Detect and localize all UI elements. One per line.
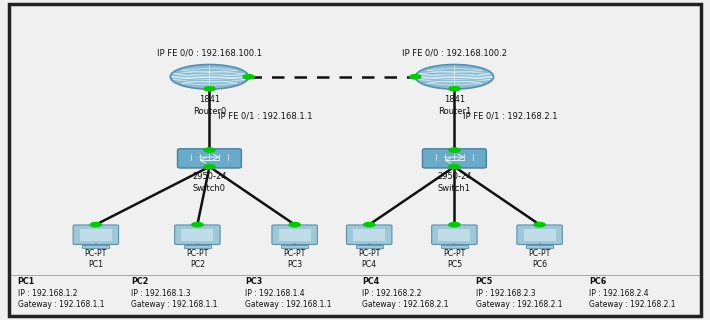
FancyBboxPatch shape xyxy=(175,225,220,244)
Circle shape xyxy=(363,222,376,228)
FancyBboxPatch shape xyxy=(353,229,386,241)
Text: IP : 192.168.1.4: IP : 192.168.1.4 xyxy=(245,289,305,298)
FancyBboxPatch shape xyxy=(9,4,701,316)
Text: Gateway : 192.168.2.1: Gateway : 192.168.2.1 xyxy=(476,300,562,309)
Text: Gateway : 192.168.2.1: Gateway : 192.168.2.1 xyxy=(362,300,449,309)
Circle shape xyxy=(203,86,216,92)
FancyBboxPatch shape xyxy=(422,149,486,168)
Ellipse shape xyxy=(415,65,493,89)
Circle shape xyxy=(89,222,102,228)
Circle shape xyxy=(448,147,461,153)
Text: PC2: PC2 xyxy=(131,277,148,286)
FancyBboxPatch shape xyxy=(523,229,556,241)
FancyBboxPatch shape xyxy=(346,225,392,244)
Text: IP FE 0/0 : 192.168.100.2: IP FE 0/0 : 192.168.100.2 xyxy=(402,48,507,57)
FancyBboxPatch shape xyxy=(73,225,119,244)
Text: IP FE 0/0 : 192.168.100.1: IP FE 0/0 : 192.168.100.1 xyxy=(157,48,262,57)
Circle shape xyxy=(448,164,461,170)
Text: IP : 192.168.1.2: IP : 192.168.1.2 xyxy=(18,289,77,298)
Text: Gateway : 192.168.2.1: Gateway : 192.168.2.1 xyxy=(589,300,676,309)
FancyBboxPatch shape xyxy=(184,245,211,248)
Circle shape xyxy=(409,74,422,80)
Text: IP FE 0/1 : 192.168.2.1: IP FE 0/1 : 192.168.2.1 xyxy=(463,112,557,121)
Text: PC1: PC1 xyxy=(18,277,35,286)
FancyBboxPatch shape xyxy=(432,225,477,244)
Circle shape xyxy=(533,222,546,228)
Circle shape xyxy=(242,74,255,80)
Text: IP FE 0/1 : 192.168.1.1: IP FE 0/1 : 192.168.1.1 xyxy=(218,112,312,121)
FancyBboxPatch shape xyxy=(356,245,383,248)
FancyBboxPatch shape xyxy=(278,229,311,241)
FancyBboxPatch shape xyxy=(526,245,553,248)
FancyBboxPatch shape xyxy=(281,245,308,248)
Text: Gateway : 192.168.1.1: Gateway : 192.168.1.1 xyxy=(245,300,332,309)
Text: PC4: PC4 xyxy=(362,277,379,286)
Ellipse shape xyxy=(170,65,248,89)
Text: 1841
Router0: 1841 Router0 xyxy=(193,95,226,116)
Text: 2950-24
Switch0: 2950-24 Switch0 xyxy=(192,172,226,193)
Text: PC-PT
PC6: PC-PT PC6 xyxy=(528,249,551,269)
Text: PC-PT
PC2: PC-PT PC2 xyxy=(186,249,209,269)
Circle shape xyxy=(448,86,461,92)
Text: Gateway : 192.168.1.1: Gateway : 192.168.1.1 xyxy=(18,300,104,309)
Text: PC6: PC6 xyxy=(589,277,606,286)
Text: IP : 192.168.2.3: IP : 192.168.2.3 xyxy=(476,289,535,298)
FancyBboxPatch shape xyxy=(272,225,317,244)
Text: PC-PT
PC1: PC-PT PC1 xyxy=(84,249,107,269)
Text: PC3: PC3 xyxy=(245,277,262,286)
Text: IP : 192.168.1.3: IP : 192.168.1.3 xyxy=(131,289,191,298)
Text: 2950-24
Switch1: 2950-24 Switch1 xyxy=(437,172,471,193)
FancyBboxPatch shape xyxy=(438,229,471,241)
Text: IP : 192.168.2.2: IP : 192.168.2.2 xyxy=(362,289,422,298)
Text: PC-PT
PC5: PC-PT PC5 xyxy=(443,249,466,269)
Circle shape xyxy=(288,222,301,228)
Circle shape xyxy=(448,222,461,228)
FancyBboxPatch shape xyxy=(178,149,241,168)
FancyBboxPatch shape xyxy=(441,245,468,248)
Text: PC5: PC5 xyxy=(476,277,493,286)
Text: PC-PT
PC4: PC-PT PC4 xyxy=(358,249,381,269)
FancyBboxPatch shape xyxy=(82,245,109,248)
Circle shape xyxy=(191,222,204,228)
FancyBboxPatch shape xyxy=(80,229,112,241)
Text: Gateway : 192.168.1.1: Gateway : 192.168.1.1 xyxy=(131,300,218,309)
Text: IP : 192.168.2.4: IP : 192.168.2.4 xyxy=(589,289,649,298)
Text: 1841
Router1: 1841 Router1 xyxy=(438,95,471,116)
FancyBboxPatch shape xyxy=(517,225,562,244)
Text: PC-PT
PC3: PC-PT PC3 xyxy=(283,249,306,269)
Circle shape xyxy=(203,147,216,153)
FancyBboxPatch shape xyxy=(181,229,214,241)
Circle shape xyxy=(203,164,216,170)
